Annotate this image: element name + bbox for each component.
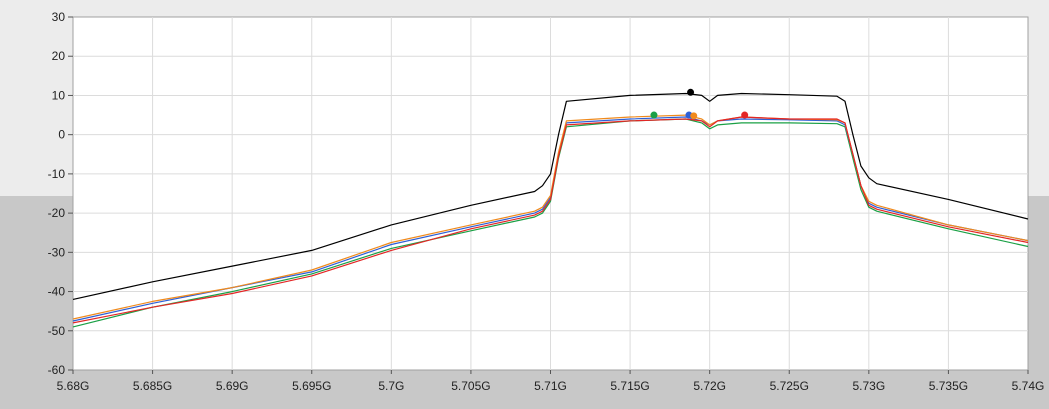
y-tick-label: -30 bbox=[48, 245, 66, 259]
x-tick-label: 5.7G bbox=[378, 379, 404, 393]
x-tick-label: 5.71G bbox=[534, 379, 567, 393]
series-line-1 bbox=[72, 118, 1029, 328]
x-axis: 5.68G 5.685G 5.69G 5.695G 5.7G 5.705G 5.71G 5.7… bbox=[57, 370, 1045, 393]
x-tick-label: 5.695G bbox=[292, 379, 331, 393]
x-tick-label: 5.705G bbox=[451, 379, 490, 393]
series-line-0 bbox=[72, 92, 1029, 300]
y-tick-label: -40 bbox=[48, 285, 66, 299]
grid-lines bbox=[73, 17, 1028, 370]
x-tick-label: 5.73G bbox=[852, 379, 885, 393]
peak-marker-1[interactable] bbox=[650, 111, 658, 119]
y-tick-label: -10 bbox=[48, 167, 66, 181]
x-tick-label: 5.735G bbox=[929, 379, 968, 393]
y-tick-label: 10 bbox=[52, 88, 66, 102]
y-tick-label: 0 bbox=[58, 128, 65, 142]
x-tick-label: 5.725G bbox=[770, 379, 809, 393]
y-tick-label: 20 bbox=[52, 49, 66, 63]
y-tick-label: -50 bbox=[48, 324, 66, 338]
x-tick-label: 5.74G bbox=[1012, 379, 1045, 393]
x-tick-label: 5.715G bbox=[610, 379, 649, 393]
y-tick-label: 30 bbox=[52, 10, 66, 24]
x-tick-label: 5.685G bbox=[133, 379, 172, 393]
x-tick-label: 5.72G bbox=[693, 379, 726, 393]
y-axis: 30 20 10 0 -10 -20 -30 -40 -50 -60 bbox=[48, 10, 73, 377]
peak-marker-3[interactable] bbox=[690, 112, 698, 120]
series-group bbox=[72, 92, 1029, 328]
marker-group bbox=[650, 88, 749, 120]
series-line-4 bbox=[72, 116, 1029, 324]
peak-marker-0[interactable] bbox=[687, 88, 695, 96]
x-tick-label: 5.69G bbox=[216, 379, 249, 393]
x-tick-label: 5.68G bbox=[57, 379, 90, 393]
y-tick-label: -20 bbox=[48, 206, 66, 220]
peak-marker-4[interactable] bbox=[741, 111, 749, 119]
y-tick-label: -60 bbox=[48, 363, 66, 377]
